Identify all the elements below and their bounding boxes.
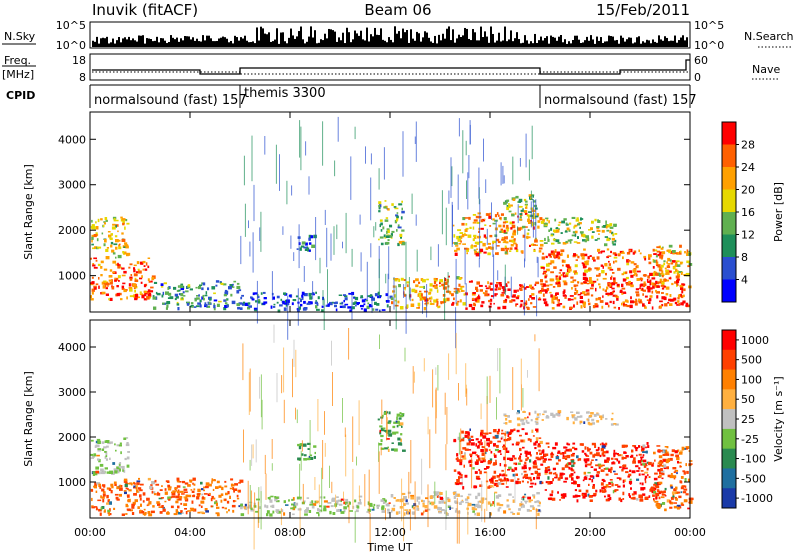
- velocity-ytick-2: 3000: [58, 386, 86, 399]
- power-band-0: [90, 257, 156, 301]
- velocity-ytick-3: 4000: [58, 341, 86, 354]
- freq-tick-low: 8: [79, 71, 86, 84]
- freq-trace: [92, 59, 690, 75]
- power-band-9: [465, 280, 692, 311]
- power-scatter: [90, 116, 693, 349]
- freq-tick-high: 18: [72, 54, 86, 67]
- velocity-panel: 1000 2000 3000 4000 Slant Range [km] 1000 50…: [22, 319, 785, 552]
- power-band-2: [152, 280, 243, 311]
- velocity-ylabel: Slant Range [km]: [22, 371, 35, 467]
- nsearch-label: N.Search: [744, 30, 794, 43]
- nsky-tick-high: 10^5: [56, 19, 86, 32]
- velocity-cbar-tick-4: 25: [741, 413, 755, 426]
- velocity-band-1: [90, 437, 130, 476]
- x-tick-3: 12:00: [374, 526, 406, 539]
- x-tick-2: 08:00: [274, 526, 306, 539]
- cpid-segment-2: themis 3300: [244, 86, 326, 101]
- freq-label: Freq.: [4, 54, 31, 67]
- freq-panel: Freq. [MHz] 18 8 60 0 Nave: [2, 53, 780, 84]
- power-band-6: [390, 275, 468, 311]
- nave-label: Nave: [752, 63, 780, 76]
- power-ytick-3: 4000: [58, 133, 86, 146]
- power-cbar-tick-4: 12: [741, 229, 755, 242]
- power-colorbar: 28 24 20 16 12 8 4: [721, 121, 755, 303]
- x-tick-1: 04:00: [174, 526, 206, 539]
- cpid-segment-1: normalsound (fast) 157: [94, 93, 247, 108]
- power-cbar-tick-2: 20: [741, 184, 755, 197]
- power-band-10: [540, 248, 681, 288]
- power-band-12: [652, 244, 693, 279]
- power-colorbar-label: Power [dB]: [772, 182, 785, 242]
- power-cbar-tick-3: 16: [741, 206, 755, 219]
- nsearch-tick-high: 10^5: [694, 19, 724, 32]
- cpid-segment-3: normalsound (fast) 157: [544, 93, 697, 108]
- x-tick-4: 16:00: [474, 526, 506, 539]
- x-tick-0: 00:00: [74, 526, 106, 539]
- nsky-label: N.Sky: [4, 30, 36, 43]
- date-title: 15/Feb/2011: [596, 1, 690, 19]
- beam-title: Beam 06: [364, 1, 431, 19]
- velocity-scatter: [90, 324, 694, 552]
- velocity-cbar-tick-3: 50: [741, 393, 755, 406]
- x-axis-label: Time UT: [366, 541, 412, 554]
- velocity-band-2: [240, 495, 391, 517]
- power-band-5: [378, 200, 406, 247]
- power-band-3: [240, 291, 393, 313]
- velocity-ytick-1: 2000: [58, 431, 86, 444]
- velocity-band-5: [390, 491, 542, 516]
- power-band-4: [296, 234, 317, 252]
- velocity-ytick-0: 1000: [58, 476, 86, 489]
- velocity-colorbar-label: Velocity [m s⁻¹]: [772, 376, 785, 461]
- nsky-panel: N.Sky 10^5 10^0 10^5 10^0 N.Search: [2, 19, 794, 52]
- power-cbar-tick-1: 24: [741, 161, 755, 174]
- velocity-band-9: [652, 446, 694, 512]
- velocity-band-7: [503, 410, 619, 427]
- nsearch-tick-low: 10^0: [694, 39, 724, 52]
- velocity-cbar-tick-1: 500: [741, 354, 762, 367]
- power-band-7: [452, 212, 544, 257]
- power-ytick-2: 3000: [58, 179, 86, 192]
- velocity-cbar-tick-7: -500: [741, 472, 766, 485]
- velocity-colorbar: 1000 500 100 50 25 -25 -100 -500 -1000: [721, 329, 773, 509]
- velocity-cbar-tick-2: 100: [741, 373, 762, 386]
- station-title: Inuvik (fitACF): [92, 1, 198, 19]
- power-y-axis: 1000 2000 3000 4000: [58, 133, 690, 283]
- cpid-panel: CPID normalsound (fast) 157 themis 3300 …: [6, 84, 697, 108]
- power-panel: 1000 2000 3000 4000 Slant Range [km] 28 24 20…: [22, 111, 785, 349]
- velocity-cbar-tick-6: -100: [741, 453, 766, 466]
- power-band-1: [90, 216, 131, 260]
- power-ytick-0: 1000: [58, 270, 86, 283]
- x-tick-5: 20:00: [574, 526, 606, 539]
- power-ylabel: Slant Range [km]: [22, 164, 35, 260]
- velocity-cbar-tick-5: -25: [741, 433, 759, 446]
- velocity-band-0: [90, 477, 244, 517]
- velocity-cbar-tick-0: 1000: [741, 334, 769, 347]
- x-tick-6: 00:00: [674, 526, 706, 539]
- power-cbar-tick-5: 8: [741, 251, 748, 264]
- velocity-cbar-tick-8: -1000: [741, 492, 773, 505]
- velocity-band-4: [377, 410, 406, 452]
- power-band-11: [540, 216, 618, 247]
- freq-units: [MHz]: [2, 68, 34, 81]
- nsky-tick-low: 10^0: [56, 39, 86, 52]
- nave-tick-low: 0: [694, 71, 701, 84]
- velocity-y-axis: 1000 2000 3000 4000: [58, 341, 690, 489]
- velocity-band-8: [540, 442, 667, 503]
- power-cbar-tick-6: 4: [741, 274, 748, 287]
- cpid-label: CPID: [6, 89, 35, 102]
- velocity-band-3: [297, 442, 317, 461]
- time-x-axis: 00:00 04:00 08:00 12:00 16:00 20:00 00:00: [74, 112, 706, 539]
- nsky-counts-trace: [92, 26, 688, 47]
- velocity-band-6: [453, 428, 543, 490]
- power-ytick-1: 2000: [58, 224, 86, 237]
- power-cbar-tick-0: 28: [741, 139, 755, 152]
- nave-tick-high: 60: [694, 54, 708, 67]
